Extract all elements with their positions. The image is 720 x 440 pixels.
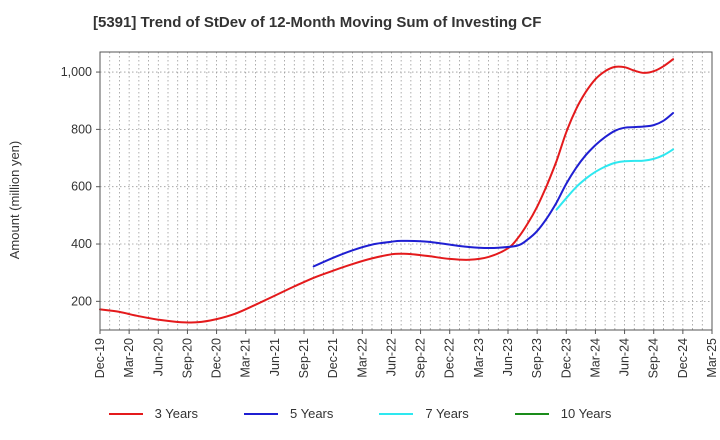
legend-label-7-years: 7 Years bbox=[425, 406, 469, 421]
x-tick-label: Jun-21 bbox=[268, 338, 282, 376]
x-tick-label: Jun-20 bbox=[151, 338, 165, 376]
grid bbox=[99, 52, 713, 330]
x-tick-label: Jun-24 bbox=[618, 338, 632, 376]
x-tick-label: Sep-23 bbox=[530, 338, 544, 378]
x-tick-label: Jun-22 bbox=[384, 338, 398, 376]
x-tick-label: Sep-21 bbox=[297, 338, 311, 378]
series-line-5-years bbox=[312, 112, 675, 268]
x-tick-label: Mar-25 bbox=[705, 338, 719, 378]
y-tick-label: 400 bbox=[71, 237, 92, 251]
y-tick-label: 200 bbox=[71, 294, 92, 308]
x-tick-label: Dec-22 bbox=[443, 338, 457, 378]
legend-swatch-10-years bbox=[514, 412, 549, 415]
legend-swatch-3-years bbox=[108, 412, 143, 415]
x-tick-label: Mar-20 bbox=[122, 338, 136, 378]
chart-title: [5391] Trend of StDev of 12-Month Moving… bbox=[93, 14, 542, 31]
series-layer bbox=[99, 58, 675, 324]
x-tick-label: Dec-24 bbox=[676, 338, 690, 378]
y-tick-label: 1,000 bbox=[61, 65, 92, 79]
x-tick-label: Sep-20 bbox=[180, 338, 194, 378]
y-axis-ticks: 200 400 600 800 1,000 bbox=[61, 65, 100, 308]
legend-label-3-years: 3 Years bbox=[154, 406, 198, 421]
plot-border bbox=[99, 51, 713, 331]
x-axis-ticks: Dec-19 Mar-20 Jun-20 Sep-20 Dec-20 Mar-21 Jun-… bbox=[93, 330, 719, 378]
legend-item-3-years: 3 Years bbox=[108, 406, 198, 421]
y-tick-label: 800 bbox=[71, 122, 92, 136]
y-tick-label: 600 bbox=[71, 180, 92, 194]
legend-item-10-years: 10 Years bbox=[514, 406, 612, 421]
legend-swatch-5-years bbox=[244, 412, 278, 415]
x-tick-label: Dec-20 bbox=[210, 338, 224, 378]
x-tick-label: Sep-22 bbox=[414, 338, 428, 378]
x-tick-label: Dec-21 bbox=[326, 338, 340, 378]
legend-swatch-7-years bbox=[379, 412, 414, 415]
legend-label-5-years: 5 Years bbox=[290, 406, 334, 421]
legend-item-7-years: 7 Years bbox=[379, 406, 469, 421]
x-tick-label: Dec-23 bbox=[559, 338, 573, 378]
x-tick-label: Mar-24 bbox=[588, 338, 602, 378]
x-tick-label: Sep-24 bbox=[647, 338, 661, 378]
legend-item-5-years: 5 Years bbox=[244, 406, 333, 421]
series-line-3-years bbox=[99, 58, 675, 324]
x-tick-label: Mar-23 bbox=[472, 338, 486, 378]
x-tick-label: Dec-19 bbox=[93, 338, 107, 378]
x-tick-label: Jun-23 bbox=[501, 338, 515, 376]
plot-frame bbox=[99, 51, 713, 331]
x-tick-label: Mar-22 bbox=[355, 338, 369, 378]
legend: 3 Years 5 Years 7 Years 10 Years bbox=[0, 406, 720, 421]
series-line-7-years bbox=[555, 148, 675, 211]
legend-label-10-years: 10 Years bbox=[560, 406, 612, 421]
x-tick-label: Mar-21 bbox=[239, 338, 253, 378]
